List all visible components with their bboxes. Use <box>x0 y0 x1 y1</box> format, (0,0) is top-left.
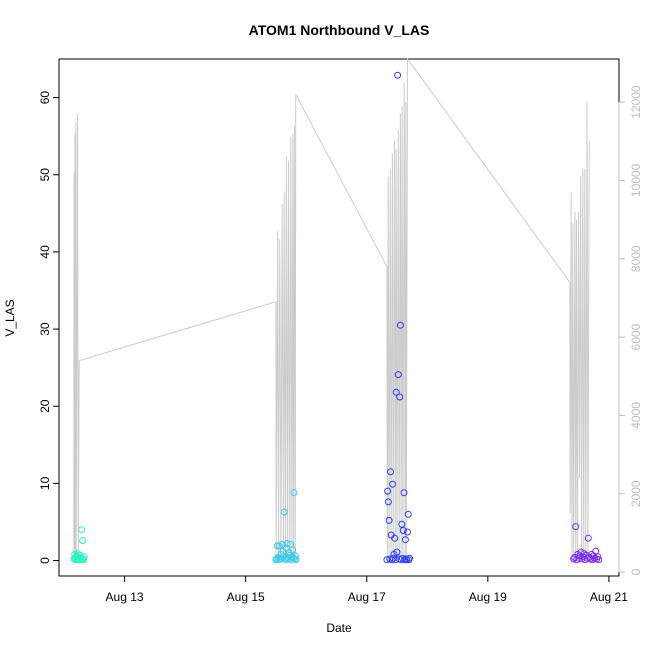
data-point <box>291 555 299 563</box>
data-point <box>283 540 291 548</box>
data-point <box>396 393 404 401</box>
data-point <box>278 540 286 548</box>
right-axis-series-line <box>73 57 590 561</box>
y-left-tick-label: 30 <box>38 322 52 336</box>
data-point <box>385 516 393 524</box>
chart-title: ATOM1 Northbound V_LAS <box>249 22 430 38</box>
data-point <box>291 552 299 560</box>
data-point <box>392 388 400 396</box>
x-tick-label: Aug 19 <box>469 590 507 604</box>
data-point <box>389 480 397 488</box>
data-point <box>273 542 281 550</box>
data-point <box>79 537 87 544</box>
data-point <box>78 526 86 534</box>
y-left-tick-label: 40 <box>38 245 52 259</box>
y-left-tick-label: 60 <box>38 91 52 105</box>
data-point <box>78 554 86 562</box>
data-point <box>394 71 402 79</box>
data-point <box>402 555 410 563</box>
y-right-tick-label: 4000 <box>629 402 643 429</box>
data-point <box>399 527 407 534</box>
x-tick-label: Aug 21 <box>590 590 628 604</box>
data-point <box>581 556 589 564</box>
y-right-tick-label: 12000 <box>629 85 643 119</box>
data-point <box>290 489 298 497</box>
data-point <box>400 489 408 497</box>
data-point <box>383 556 391 564</box>
y-right-tick-label: 6000 <box>629 323 643 350</box>
data-point <box>594 553 602 561</box>
data-point <box>384 498 392 506</box>
data-point <box>289 546 297 554</box>
data-point <box>80 556 88 564</box>
plot-frame <box>58 58 620 577</box>
y-right-tick-label: 0 <box>629 568 643 575</box>
data-point <box>401 556 409 564</box>
data-point <box>384 487 392 495</box>
x-tick-label: Aug 17 <box>348 590 386 604</box>
y-axis-right: 0 2000 4000 6000 8000 10000 12000 <box>618 85 643 575</box>
data-point <box>393 548 401 556</box>
data-point <box>404 528 411 536</box>
y-left-tick-label: 20 <box>38 399 52 413</box>
y-left-tick-label: 0 <box>38 557 52 564</box>
y-axis-left: 0 10 20 30 40 50 60 <box>38 91 59 564</box>
y-left-tick-label: 50 <box>38 168 52 182</box>
data-point <box>387 468 394 476</box>
y-axis-label: V_LAS <box>3 299 17 336</box>
y-right-tick-label: 10000 <box>629 163 643 197</box>
data-point <box>280 508 288 516</box>
x-tick-label: Aug 13 <box>106 590 144 604</box>
data-point <box>391 534 399 542</box>
scatter-points <box>70 71 603 564</box>
data-point <box>278 555 285 563</box>
data-point <box>595 556 603 564</box>
x-axis-label: Date <box>326 621 352 635</box>
y-right-tick-label: 8000 <box>629 245 643 272</box>
y-left-tick-label: 10 <box>38 476 52 490</box>
data-point <box>584 534 592 542</box>
data-point <box>404 510 412 518</box>
data-point <box>572 523 580 531</box>
y-right-tick-label: 2000 <box>629 480 643 507</box>
data-point <box>570 555 578 563</box>
x-tick-label: Aug 15 <box>227 590 265 604</box>
data-point <box>80 553 88 561</box>
data-point <box>287 556 295 564</box>
line-series <box>73 57 590 561</box>
data-point <box>396 321 404 329</box>
data-point <box>292 556 300 564</box>
x-axis: Aug 13 Aug 15 Aug 17 Aug 19 Aug 21 <box>106 576 628 604</box>
data-point <box>394 371 402 379</box>
data-point <box>401 536 409 544</box>
data-point <box>75 554 83 562</box>
data-point <box>406 554 414 562</box>
